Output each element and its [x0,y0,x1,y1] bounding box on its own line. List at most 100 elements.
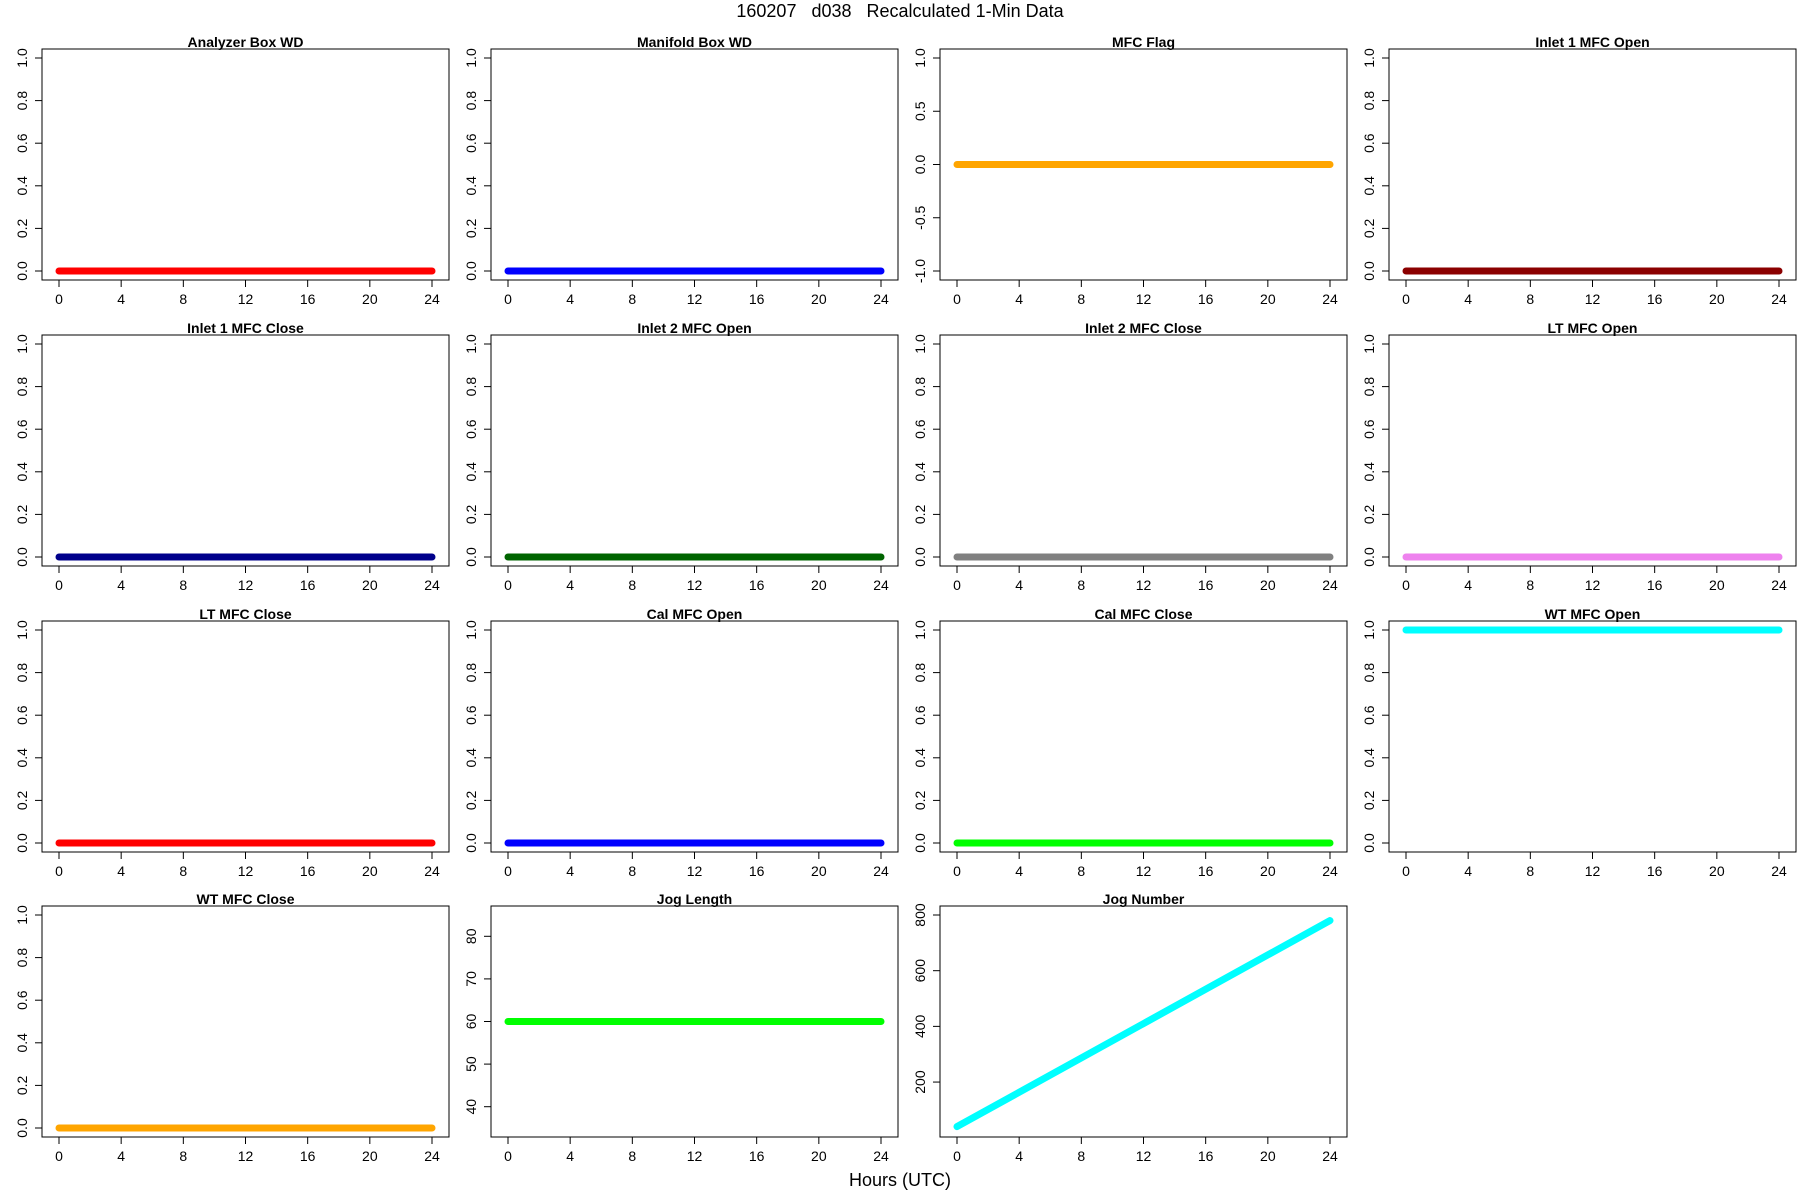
plot-frame [1388,334,1797,567]
x-tick-label: 8 [628,291,636,307]
y-tick-label: 1.0 [1361,620,1377,640]
plot-frame [41,48,450,281]
x-tick-label: 20 [1260,291,1276,307]
y-tick-label: 0.8 [14,91,30,111]
y-tick-label: 50 [463,1056,479,1072]
y-tick-label: 0.0 [912,833,928,853]
x-tick-label: 0 [504,577,512,593]
plot-frame [939,620,1348,853]
y-tick-label: 1.0 [912,334,928,354]
y-tick-label: 1.0 [912,48,928,68]
x-tick-label: 16 [749,291,765,307]
x-tick-label: 4 [1464,577,1472,593]
x-tick-label: 4 [1464,863,1472,879]
x-tick-label: 4 [117,291,125,307]
y-tick-label: -1.0 [912,259,928,283]
x-tick-label: 20 [362,1148,378,1164]
panel-title: Manifold Box WD [637,34,752,50]
y-tick-label: 0.2 [1361,504,1377,524]
y-tick-label: 0.4 [463,462,479,482]
panel-title: Analyzer Box WD [188,34,304,50]
x-tick-label: 0 [504,291,512,307]
plot-frame [1388,48,1797,281]
panel-11: Cal MFC Close 0 4 8 12 16 20 24 0.0 0.2 0.4 0.6 0.8 1… [912,606,1348,879]
y-tick-label: 0.5 [912,101,928,121]
x-tick-label: 12 [238,863,254,879]
y-tick-label: 0.2 [463,218,479,238]
x-tick-label: 8 [628,577,636,593]
y-tick-label: 400 [912,1014,928,1038]
panel-title: LT MFC Close [199,606,292,622]
panel-3: MFC Flag 0 4 8 12 16 20 24 -1.0 -0.5 0.0 0.5 1.0 [912,34,1348,307]
x-tick-label: 16 [749,577,765,593]
y-tick-label: 0.2 [1361,790,1377,810]
y-tick-label: 0.8 [14,377,30,397]
x-tick-label: 12 [687,291,703,307]
x-tick-label: 16 [1198,291,1214,307]
x-tick-label: 12 [1136,1148,1152,1164]
y-tick-label: 0.2 [1361,218,1377,238]
panel-title: Jog Length [657,891,732,907]
x-tick-label: 16 [1647,863,1663,879]
x-tick-label: 0 [55,1148,63,1164]
panel-10: Cal MFC Open 0 4 8 12 16 20 24 0.0 0.2 0.4 0.6 0.8 1.… [463,606,899,879]
x-tick-label: 16 [749,863,765,879]
y-tick-label: 0.0 [912,155,928,175]
x-tick-label: 8 [179,1148,187,1164]
panel-title: Jog Number [1103,891,1185,907]
panel-12: WT MFC Open 0 4 8 12 16 20 24 0.0 0.2 0.4 0.6 0.8 1.0 [1361,606,1797,879]
x-tick-label: 20 [362,291,378,307]
x-tick-label: 8 [1077,577,1085,593]
y-tick-label: 0.8 [912,663,928,683]
x-tick-label: 16 [749,1148,765,1164]
panel-title: Cal MFC Close [1094,606,1192,622]
x-tick-label: 8 [628,1148,636,1164]
y-tick-label: 0.8 [1361,91,1377,111]
x-tick-label: 24 [873,577,889,593]
x-tick-label: 12 [687,1148,703,1164]
x-tick-label: 0 [1402,863,1410,879]
y-tick-label: 1.0 [14,48,30,68]
panel-title: WT MFC Close [197,891,295,907]
y-tick-label: 1.0 [1361,48,1377,68]
x-tick-label: 8 [179,577,187,593]
x-tick-label: 24 [1322,1148,1338,1164]
x-tick-label: 20 [362,863,378,879]
x-tick-label: 24 [873,291,889,307]
x-tick-label: 24 [1322,577,1338,593]
x-tick-label: 12 [238,291,254,307]
panel-13: WT MFC Close 0 4 8 12 16 20 24 0.0 0.2 0.4 0.6 0.8 1.… [14,891,450,1164]
x-tick-label: 20 [1709,863,1725,879]
y-tick-label: 1.0 [1361,334,1377,354]
x-tick-label: 24 [424,863,440,879]
y-tick-label: 0.0 [14,1118,30,1138]
y-tick-label: 0.6 [1361,705,1377,725]
x-tick-label: 4 [1015,577,1023,593]
y-tick-label: 80 [463,928,479,944]
panel-title: Inlet 1 MFC Close [187,320,304,336]
x-tick-label: 12 [687,577,703,593]
x-tick-label: 12 [1585,291,1601,307]
panel-title: Inlet 2 MFC Close [1085,320,1202,336]
y-tick-label: 1.0 [463,620,479,640]
y-tick-label: 0.0 [463,547,479,567]
x-tick-label: 16 [300,863,316,879]
x-tick-label: 4 [566,291,574,307]
y-tick-label: 0.2 [463,504,479,524]
y-tick-label: 1.0 [14,620,30,640]
x-tick-label: 4 [566,1148,574,1164]
y-tick-label: 0.0 [463,261,479,281]
x-tick-label: 8 [179,291,187,307]
plot-frame [939,334,1348,567]
x-tick-label: 24 [424,1148,440,1164]
plot-frame [490,48,899,281]
y-tick-label: 0.4 [1361,176,1377,196]
x-tick-label: 24 [424,577,440,593]
x-tick-label: 24 [1771,291,1787,307]
x-tick-label: 12 [687,863,703,879]
x-tick-label: 24 [1322,863,1338,879]
panel-7: Inlet 2 MFC Close 0 4 8 12 16 20 24 0.0 0.2 0.4 0.6… [912,320,1348,593]
x-tick-label: 20 [1260,1148,1276,1164]
x-tick-label: 8 [1077,291,1085,307]
